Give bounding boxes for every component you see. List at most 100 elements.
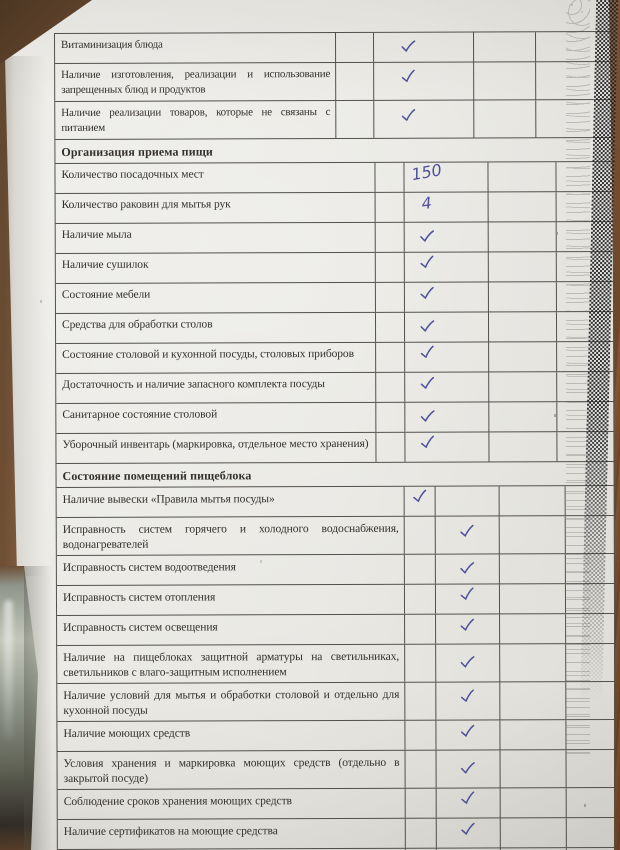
- mark-cell: [488, 192, 557, 222]
- mark-cell: [474, 62, 537, 100]
- checkmark-icon: [460, 562, 475, 574]
- checkmark-icon: [461, 762, 475, 774]
- item-label: Достаточность и наличие запасного компле…: [56, 372, 377, 403]
- checkmark-icon: [420, 376, 435, 390]
- plastic-glint: [4, 600, 13, 740]
- item-label: Соблюдение сроков хранения моющих средст…: [57, 788, 406, 819]
- dust-speck: [260, 560, 262, 563]
- checkmark-icon: [461, 791, 475, 805]
- mark-cell: [435, 584, 501, 614]
- mark-cell: [375, 192, 405, 222]
- item-label: Уборочный инвентарь (маркировка, отдельн…: [56, 432, 377, 463]
- mark-cell: [489, 402, 558, 432]
- checkmark-icon: [460, 689, 474, 703]
- mark-cell: [336, 100, 375, 139]
- table-row: Соблюдение сроков хранения моющих средст…: [57, 788, 616, 820]
- mark-cell: [405, 372, 490, 402]
- table-row: Исправность систем водоотведения: [56, 554, 615, 586]
- item-label: Наличие изготовления, реализации и испол…: [55, 63, 337, 101]
- dust-speck: [40, 300, 42, 303]
- dust-speck: [556, 232, 558, 235]
- item-label: Количество раковин для мытья рук: [55, 192, 376, 223]
- item-label: Витаминизация блюда: [55, 33, 337, 63]
- mark-cell: [375, 282, 405, 312]
- mark-cell: [499, 486, 566, 516]
- table-row: Санитарное состояние столовой: [56, 402, 615, 434]
- table-row: Наличие моющих средств: [57, 720, 616, 752]
- mark-cell: [405, 614, 437, 644]
- mark-cell: [375, 252, 405, 282]
- mark-cell: [404, 584, 437, 614]
- table-row: Наличие сушилок: [55, 252, 614, 284]
- mark-cell: [488, 222, 557, 252]
- mark-cell: [489, 432, 558, 462]
- mark-cell: [374, 32, 475, 62]
- item-label: Наличие условий для мытья и обработки ст…: [57, 682, 406, 721]
- paper-sheet: [4, 0, 614, 850]
- dust-speck: [554, 414, 556, 417]
- item-label: Состояние мебели: [55, 282, 376, 313]
- checkmark-icon: [420, 230, 434, 242]
- mark-cell: [488, 282, 557, 312]
- mark-cell: [405, 682, 437, 720]
- item-label: Условия хранения и маркировка моющих сре…: [57, 750, 406, 789]
- table-row: Наличие вывески «Правила мытья посуды»: [56, 486, 615, 518]
- mark-cell: [405, 432, 490, 462]
- checkmark-icon: [401, 69, 415, 83]
- mark-cell: [436, 750, 501, 788]
- checkmark-icon: [460, 587, 474, 601]
- item-label: Наличие реализации товаров, которые не с…: [55, 101, 337, 139]
- table-row: Наличие реализации товаров, которые не с…: [55, 100, 614, 140]
- item-label: Исправность систем горячего и холодного …: [56, 516, 405, 555]
- checkmark-icon: [420, 410, 435, 422]
- section-header: Организация приема пищи: [55, 138, 614, 164]
- table-row: Исправность систем отопления: [56, 584, 616, 616]
- checkmark-icon: [460, 524, 474, 537]
- mark-cell: [374, 100, 475, 138]
- mark-cell: [336, 62, 375, 101]
- item-label: Исправность систем отопления: [56, 584, 406, 615]
- mark-cell: 150: [404, 160, 489, 192]
- checkmark-icon: [460, 724, 475, 737]
- table-section: Состояние помещений пищеблока Наличие выв…: [56, 462, 617, 850]
- mark-cell: [500, 644, 567, 682]
- mark-cell: [404, 222, 489, 252]
- table-row: Витаминизация блюда: [55, 32, 614, 64]
- table-row: Средства для обработки столов: [55, 312, 615, 344]
- checkmark-icon: [420, 286, 434, 300]
- mark-cell: [404, 252, 489, 282]
- table-row: Наличие мыла: [55, 222, 614, 254]
- table-row: Достаточность и наличие запасного компле…: [56, 372, 615, 404]
- mark-cell: [376, 372, 406, 402]
- mark-cell: [376, 402, 406, 432]
- mark-cell: [405, 342, 490, 372]
- mark-cell: [500, 720, 567, 750]
- table-row: Уборочный инвентарь (маркировка, отдельн…: [56, 432, 615, 464]
- table-row: Количество посадочных мест 150: [55, 160, 614, 194]
- item-label: Наличие вывески «Правила мытья посуды»: [56, 486, 405, 517]
- mark-cell: [435, 486, 500, 516]
- mark-cell: [500, 682, 567, 720]
- mark-cell: [436, 614, 501, 644]
- mark-cell: [405, 818, 437, 848]
- mark-cell: [488, 252, 557, 282]
- mark-cell: [405, 788, 437, 818]
- inspection-table: Витаминизация блюда Наличие изготовления,…: [54, 31, 617, 850]
- mark-cell: [405, 644, 437, 682]
- checkmark-icon: [412, 489, 426, 503]
- table-row: Состояние столовой и кухонной посуды, ст…: [56, 342, 615, 374]
- mark-cell: [376, 342, 406, 372]
- checkmark-icon: [401, 40, 416, 53]
- checkmark-icon: [420, 255, 434, 269]
- checkmark-icon: [460, 656, 475, 668]
- mark-cell: 4: [404, 192, 489, 222]
- mark-cell: [489, 342, 558, 372]
- mark-cell: [488, 162, 557, 192]
- table-section: Организация приема пищи Количество посадо…: [55, 138, 615, 464]
- mark-cell: [489, 372, 558, 402]
- table-row: Наличие условий для мытья и обработки ст…: [57, 682, 616, 722]
- mark-cell: [404, 486, 436, 516]
- mark-cell: [500, 614, 567, 644]
- table-row: Исправность систем горячего и холодного …: [56, 516, 615, 556]
